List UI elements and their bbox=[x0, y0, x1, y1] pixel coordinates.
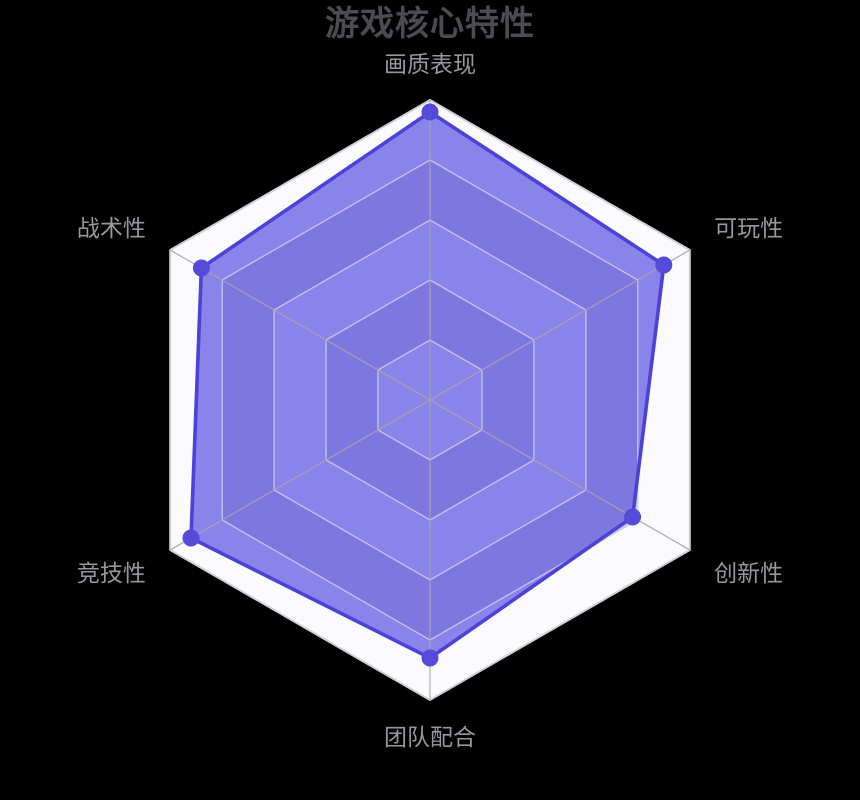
radar-axis-label: 可玩性 bbox=[714, 215, 783, 241]
radar-axis-label: 创新性 bbox=[714, 560, 783, 586]
radar-axis-label: 战术性 bbox=[77, 215, 146, 241]
radar-axis-line bbox=[429, 399, 691, 551]
radar-data-point[interactable] bbox=[624, 508, 642, 526]
chart-title: 游戏核心特性 bbox=[325, 5, 535, 43]
radar-data-point[interactable] bbox=[421, 103, 439, 121]
radar-data-point[interactable] bbox=[655, 256, 673, 274]
radar-data-point[interactable] bbox=[182, 529, 200, 547]
radar-axis-line bbox=[169, 249, 431, 401]
radar-axis-line bbox=[429, 249, 691, 401]
radar-series-fill bbox=[191, 112, 664, 658]
radar-data-point[interactable] bbox=[421, 649, 439, 667]
radar-axis-line bbox=[169, 399, 431, 551]
radar-axis-label: 画质表现 bbox=[384, 51, 476, 77]
radar-axis-label: 团队配合 bbox=[384, 724, 476, 750]
radar-data-point[interactable] bbox=[192, 259, 210, 277]
radar-axis-label: 竞技性 bbox=[77, 560, 146, 586]
